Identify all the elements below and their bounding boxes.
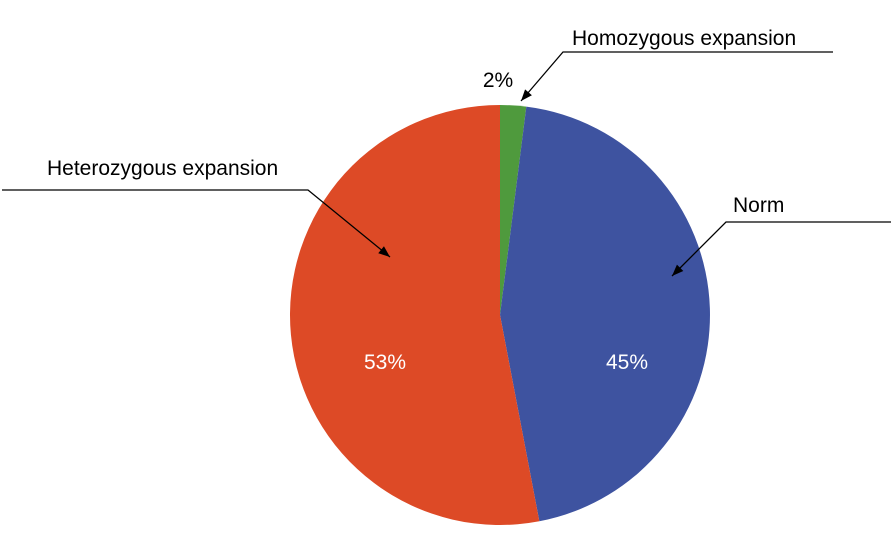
callout-line-homozygous-arrow	[520, 51, 833, 102]
callout-label-norm: Norm	[733, 194, 785, 217]
pie-slices	[289, 105, 710, 525]
callout-line-heterozygous-arrow	[2, 189, 391, 258]
pie-slice-homozygous-expansion	[500, 105, 527, 315]
pie-slice-norm	[500, 106, 710, 522]
callout-line-norm-arrow	[671, 221, 891, 277]
percent-label-heterozygous-expansion: 53%	[363, 350, 407, 374]
percent-label-homozygous-expansion: 2%	[482, 68, 514, 92]
callout-label-homozygous-expansion: Homozygous expansion	[572, 27, 797, 50]
percent-label-norm: 45%	[605, 350, 649, 374]
callout-label-heterozygous-expansion: Heterozygous expansion	[47, 157, 279, 180]
pie-slice-heterozygous-expansion	[289, 105, 540, 525]
